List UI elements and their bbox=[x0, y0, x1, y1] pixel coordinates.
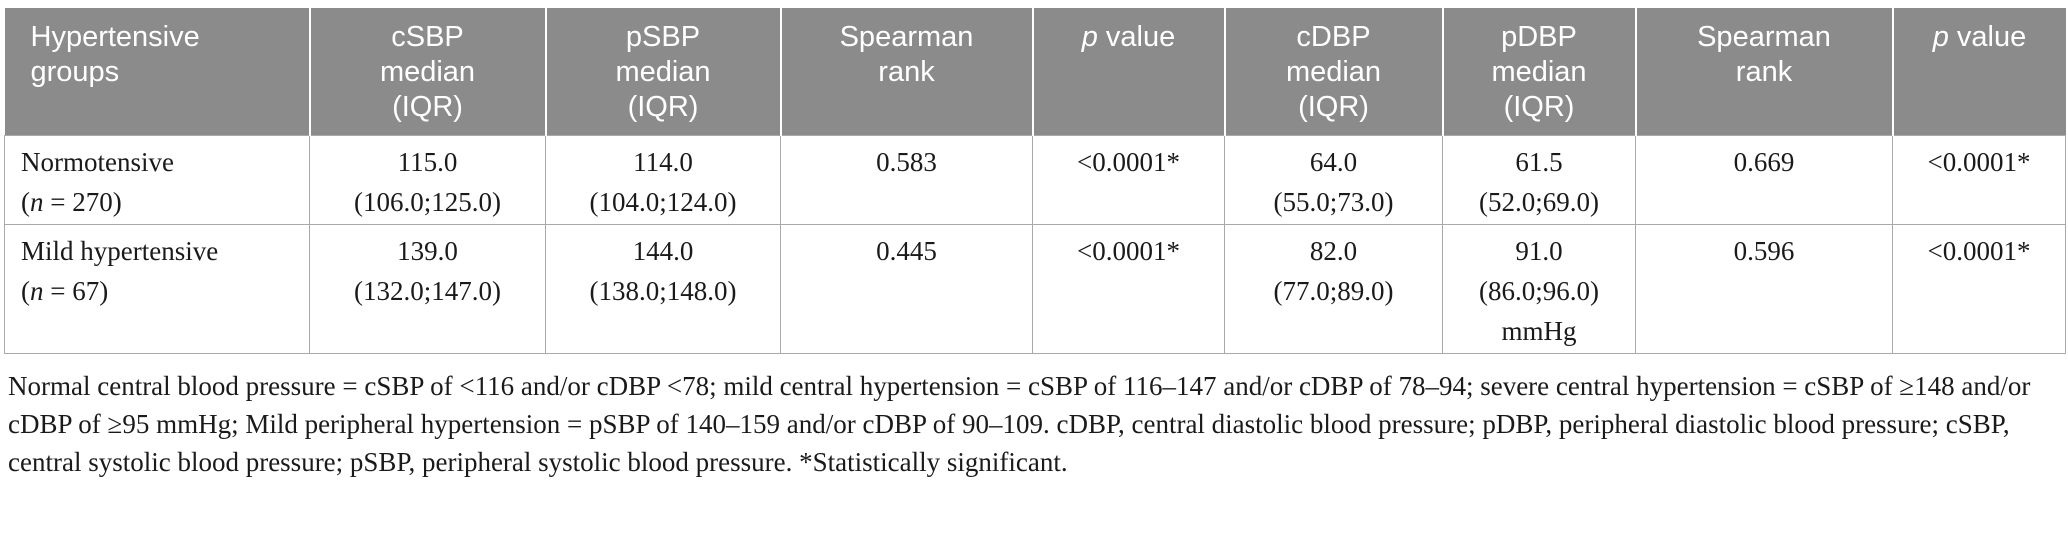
cell-csbp-median: 115.0 (106.0;125.0) bbox=[309, 135, 546, 225]
cell-psbp-median: 114.0 (104.0;124.0) bbox=[545, 135, 781, 225]
group-name: Mild hypertensive bbox=[21, 236, 219, 266]
cell-group: Mild hypertensive (n = 67) bbox=[4, 224, 310, 354]
cell-spearman-dbp: 0.669 bbox=[1635, 135, 1893, 225]
table-footnote: Normal central blood pressure = cSBP of … bbox=[8, 371, 2031, 477]
cell-p-value-sbp: <0.0001* bbox=[1032, 224, 1225, 354]
cell-pdbp-median: 91.0 (86.0;96.0) mmHg bbox=[1442, 224, 1636, 354]
table-header-row: Hypertensive groups cSBP median (IQR) pS… bbox=[4, 8, 2066, 136]
group-n-count: (n = 270) bbox=[21, 187, 122, 217]
cell-cdbp-median: 64.0 (55.0;73.0) bbox=[1224, 135, 1443, 225]
cell-spearman-sbp: 0.445 bbox=[780, 224, 1033, 354]
header-hypertensive-groups: Hypertensive groups bbox=[4, 8, 310, 136]
cell-cdbp-median: 82.0 (77.0;89.0) bbox=[1224, 224, 1443, 354]
cell-csbp-median: 139.0 (132.0;147.0) bbox=[309, 224, 546, 354]
group-n-count: (n = 67) bbox=[21, 276, 109, 306]
cell-p-value-dbp: <0.0001* bbox=[1892, 135, 2066, 225]
table-row-normotensive: Normotensive (n = 270) 115.0 (106.0;125.… bbox=[4, 135, 2066, 225]
table-row-mild-hypertensive: Mild hypertensive (n = 67) 139.0 (132.0;… bbox=[4, 224, 2066, 354]
group-name: Normotensive bbox=[21, 147, 174, 177]
header-csbp-median-iqr: cSBP median (IQR) bbox=[308, 8, 546, 136]
header-spearman-rank-dbp: Spearman rank bbox=[1634, 8, 1893, 136]
header-spearman-rank-sbp: Spearman rank bbox=[779, 8, 1033, 136]
header-p-value-dbp: p value bbox=[1891, 8, 2066, 136]
cell-spearman-dbp: 0.596 bbox=[1635, 224, 1893, 354]
header-psbp-median-iqr: pSBP median (IQR) bbox=[544, 8, 781, 136]
cell-spearman-sbp: 0.583 bbox=[780, 135, 1033, 225]
blood-pressure-correlation-table: Hypertensive groups cSBP median (IQR) pS… bbox=[4, 8, 2066, 354]
paper-table-figure: Hypertensive groups cSBP median (IQR) pS… bbox=[4, 8, 2066, 477]
cell-group: Normotensive (n = 270) bbox=[4, 135, 310, 225]
header-pdbp-median-iqr: pDBP median (IQR) bbox=[1441, 8, 1636, 136]
cell-pdbp-median: 61.5 (52.0;69.0) bbox=[1442, 135, 1636, 225]
header-p-value-sbp: p value bbox=[1031, 8, 1225, 136]
cell-p-value-sbp: <0.0001* bbox=[1032, 135, 1225, 225]
cell-p-value-dbp: <0.0001* bbox=[1892, 224, 2066, 354]
cell-psbp-median: 144.0 (138.0;148.0) bbox=[545, 224, 781, 354]
header-cdbp-median-iqr: cDBP median (IQR) bbox=[1223, 8, 1443, 136]
